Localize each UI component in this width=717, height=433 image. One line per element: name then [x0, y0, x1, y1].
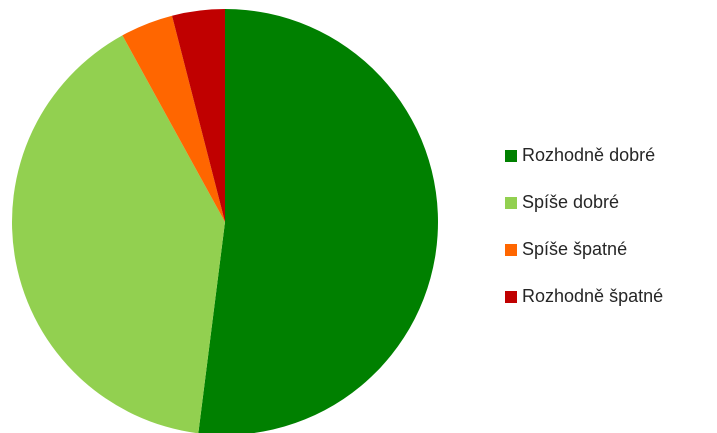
- pie-slice: [198, 9, 438, 433]
- legend-swatch: [505, 150, 517, 162]
- legend-label: Rozhodně dobré: [522, 145, 655, 165]
- legend-label: Spíše dobré: [522, 192, 619, 212]
- pie-slice: [122, 15, 225, 222]
- pie-slice: [12, 35, 225, 433]
- legend-swatch: [505, 291, 517, 303]
- pie-slice: [172, 9, 225, 222]
- legend-label: Rozhodně špatné: [522, 286, 663, 306]
- legend-label: Spíše špatné: [522, 239, 627, 259]
- legend-swatch: [505, 197, 517, 209]
- legend-swatch: [505, 244, 517, 256]
